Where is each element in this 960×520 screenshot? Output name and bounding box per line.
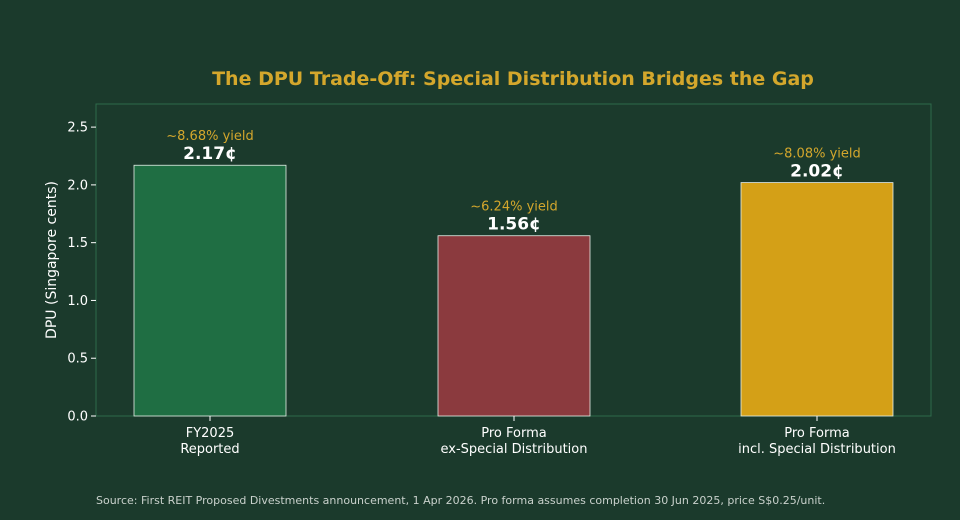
chart-title: The DPU Trade-Off: Special Distribution …: [212, 68, 814, 90]
y-tick-label: 1.0: [67, 294, 88, 309]
source-note: Source: First REIT Proposed Divestments …: [96, 494, 826, 507]
bar-value-label: 2.02¢: [790, 162, 844, 182]
y-axis-label: DPU (Singapore cents): [44, 181, 60, 339]
x-tick-label: FY2025: [186, 426, 235, 441]
bar-3: [740, 182, 894, 417]
yield-annotation: ~8.68% yield: [166, 129, 254, 144]
y-tick-label: 0.5: [67, 352, 88, 367]
x-tick-label: Pro Forma: [481, 426, 546, 441]
x-tick-label: incl. Special Distribution: [738, 442, 896, 457]
bar-value-label: 1.56¢: [487, 215, 541, 235]
y-tick-label: 1.5: [67, 236, 88, 251]
yield-annotation: ~8.08% yield: [773, 147, 861, 162]
y-tick-label: 2.0: [67, 178, 88, 193]
y-tick-label: 2.5: [67, 121, 88, 136]
bar-value-label: 2.17¢: [183, 144, 237, 164]
x-tick-label: Reported: [180, 442, 239, 457]
y-tick-label: 0.0: [67, 410, 88, 425]
yield-annotation: ~6.24% yield: [470, 200, 558, 215]
x-tick-label: ex-Special Distribution: [441, 442, 588, 457]
bar-1: [133, 164, 287, 417]
bar-2: [437, 235, 591, 417]
x-tick-label: Pro Forma: [784, 426, 849, 441]
